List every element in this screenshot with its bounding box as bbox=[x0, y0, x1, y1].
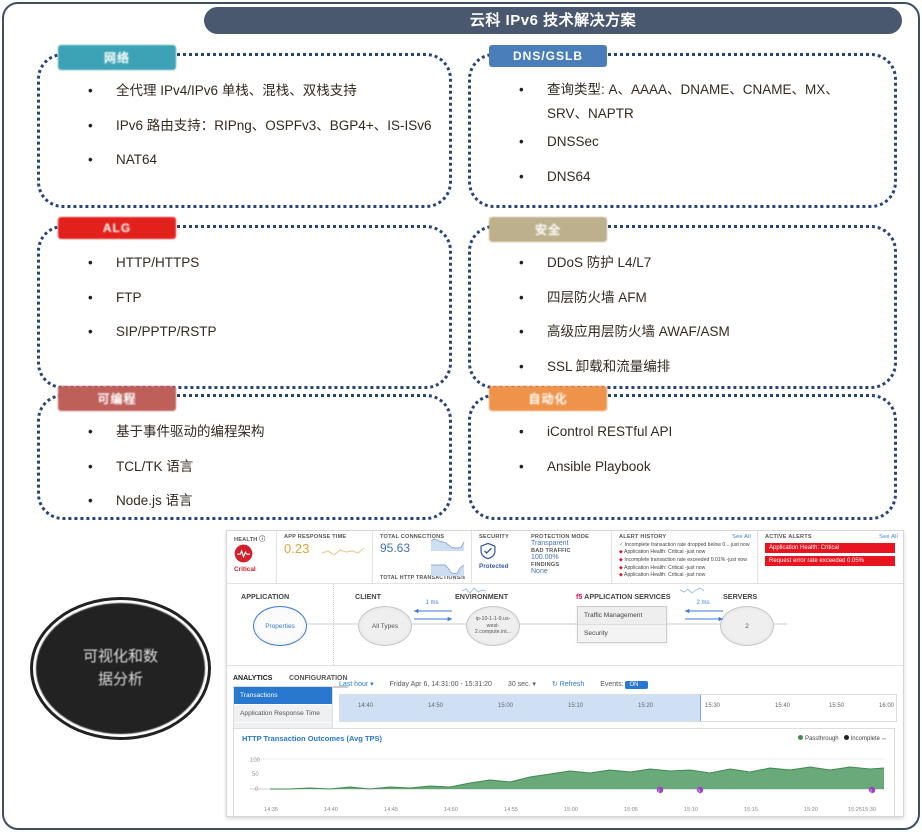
svg-text:50: 50 bbox=[252, 772, 259, 778]
svg-text:0: 0 bbox=[255, 787, 259, 793]
svg-text:100: 100 bbox=[250, 758, 261, 764]
